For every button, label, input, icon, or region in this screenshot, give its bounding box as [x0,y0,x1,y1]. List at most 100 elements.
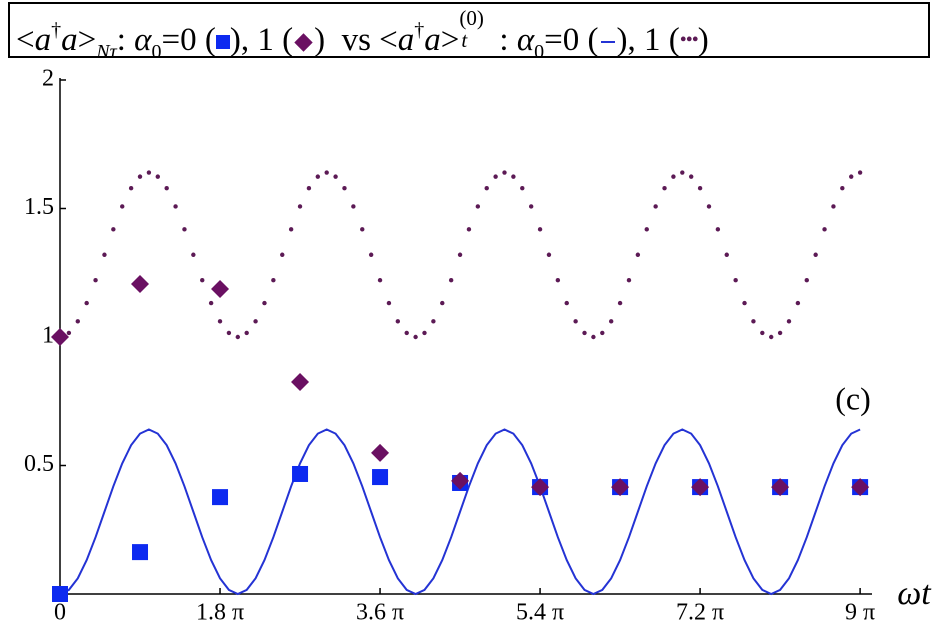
title-text: Nτ [96,41,117,63]
curve [59,428,861,596]
title-text: a [424,22,441,58]
square-marker [372,469,389,486]
diamond-marker [51,328,69,346]
curve-dot [688,174,694,179]
curve-dot [813,252,818,257]
x-axis-label: ωt [897,575,932,612]
curve-dot [244,330,249,336]
x-tick-label: 0 [54,600,66,626]
curve-dot [564,300,569,306]
curve-dot [635,252,641,257]
curve-dot [253,319,258,324]
curve-dot [413,334,418,340]
curve-dot [733,278,738,283]
x-tick-label: 1.8 π [196,600,244,626]
curve-dot [502,170,507,175]
curve-dot [849,174,854,179]
title-text: 0 [151,41,162,63]
curve-dot [333,174,338,179]
curve-dot [600,330,605,336]
diamond-marker [451,471,470,490]
curve-dot [546,252,552,257]
curve-dot [662,185,667,191]
diamond-marker [371,443,390,462]
curve-dot [155,174,160,179]
title-text: =0 ( [161,22,216,58]
curve-dot [804,278,809,283]
curve-dot [484,185,489,191]
curve-dot [217,319,223,324]
diamond-marker [131,275,150,294]
curve-dot [351,204,356,209]
title-text: ) vs < [314,22,398,58]
title-text: ) [697,22,709,58]
title-text: (0) [459,6,484,30]
curve-dot [493,174,498,179]
curve-dot [653,204,658,209]
title-text: t [461,28,468,52]
y-tick-label: 2 [42,66,54,92]
curve-dot [857,170,863,175]
curve-dot [173,204,178,209]
curve-dot [457,252,463,257]
diamond-marker [771,478,790,497]
square-marker [132,544,149,561]
title-text: † [414,19,425,41]
curve-dot [262,300,267,306]
title-text: ), 1 ( [616,22,680,58]
title-text: =0 ( [544,22,599,58]
curve-dot [786,319,792,324]
curve-dot [235,334,241,340]
curve-dot [706,204,712,209]
title-text: a [397,22,415,58]
curve-dot [769,334,774,340]
curve-dot [466,227,472,232]
chart-title: <a†a>Nτ: α0=0 (), 1 () vs <a†a> t (0): α0=… [8,2,930,63]
diamond-marker [611,478,630,497]
curve-dot [342,185,347,191]
curve-dot [777,330,783,336]
title-stack: t (0) [459,4,499,56]
x-tick-label: 9 π [845,600,875,626]
y-tick-label: 1 [42,323,54,349]
curve-dot [671,174,676,179]
annotation: (c) [835,380,871,416]
curve-dot [404,330,409,336]
curve-dot [644,227,649,232]
diamond-marker [211,279,230,298]
curve-dot [422,330,427,336]
curve-dot [608,319,614,324]
curve-dot [226,330,232,336]
curve-dot [537,227,543,232]
title-text: a [34,22,52,58]
curve-dot [84,300,89,306]
curve-dot [111,227,116,232]
diamond-marker [291,372,310,391]
square-marker [212,489,229,506]
curve-dot [146,170,152,175]
curve-dot [395,319,401,324]
y-tick-label: 1.5 [24,194,54,220]
square-marker [292,465,309,482]
curve-dot [102,252,107,257]
title-text: α [516,22,535,58]
curve-dot [120,204,125,209]
curve-dot [288,227,294,232]
y-tick-label: 0.5 [24,451,54,477]
curve-dot [297,204,303,209]
curve-dot [626,278,632,283]
diamond-marker [531,478,550,497]
curve-dot [66,330,72,336]
legend-key [215,35,230,50]
curve-dot [191,252,196,257]
legend-key [600,41,615,44]
title-text: † [51,19,62,41]
curve-dot [93,278,98,283]
curve-dot [573,319,578,324]
curve-dot [582,330,587,336]
title-text: α [134,22,152,58]
curve-dot [715,227,721,232]
curve-dot [386,300,392,306]
curve-dot [164,185,169,191]
